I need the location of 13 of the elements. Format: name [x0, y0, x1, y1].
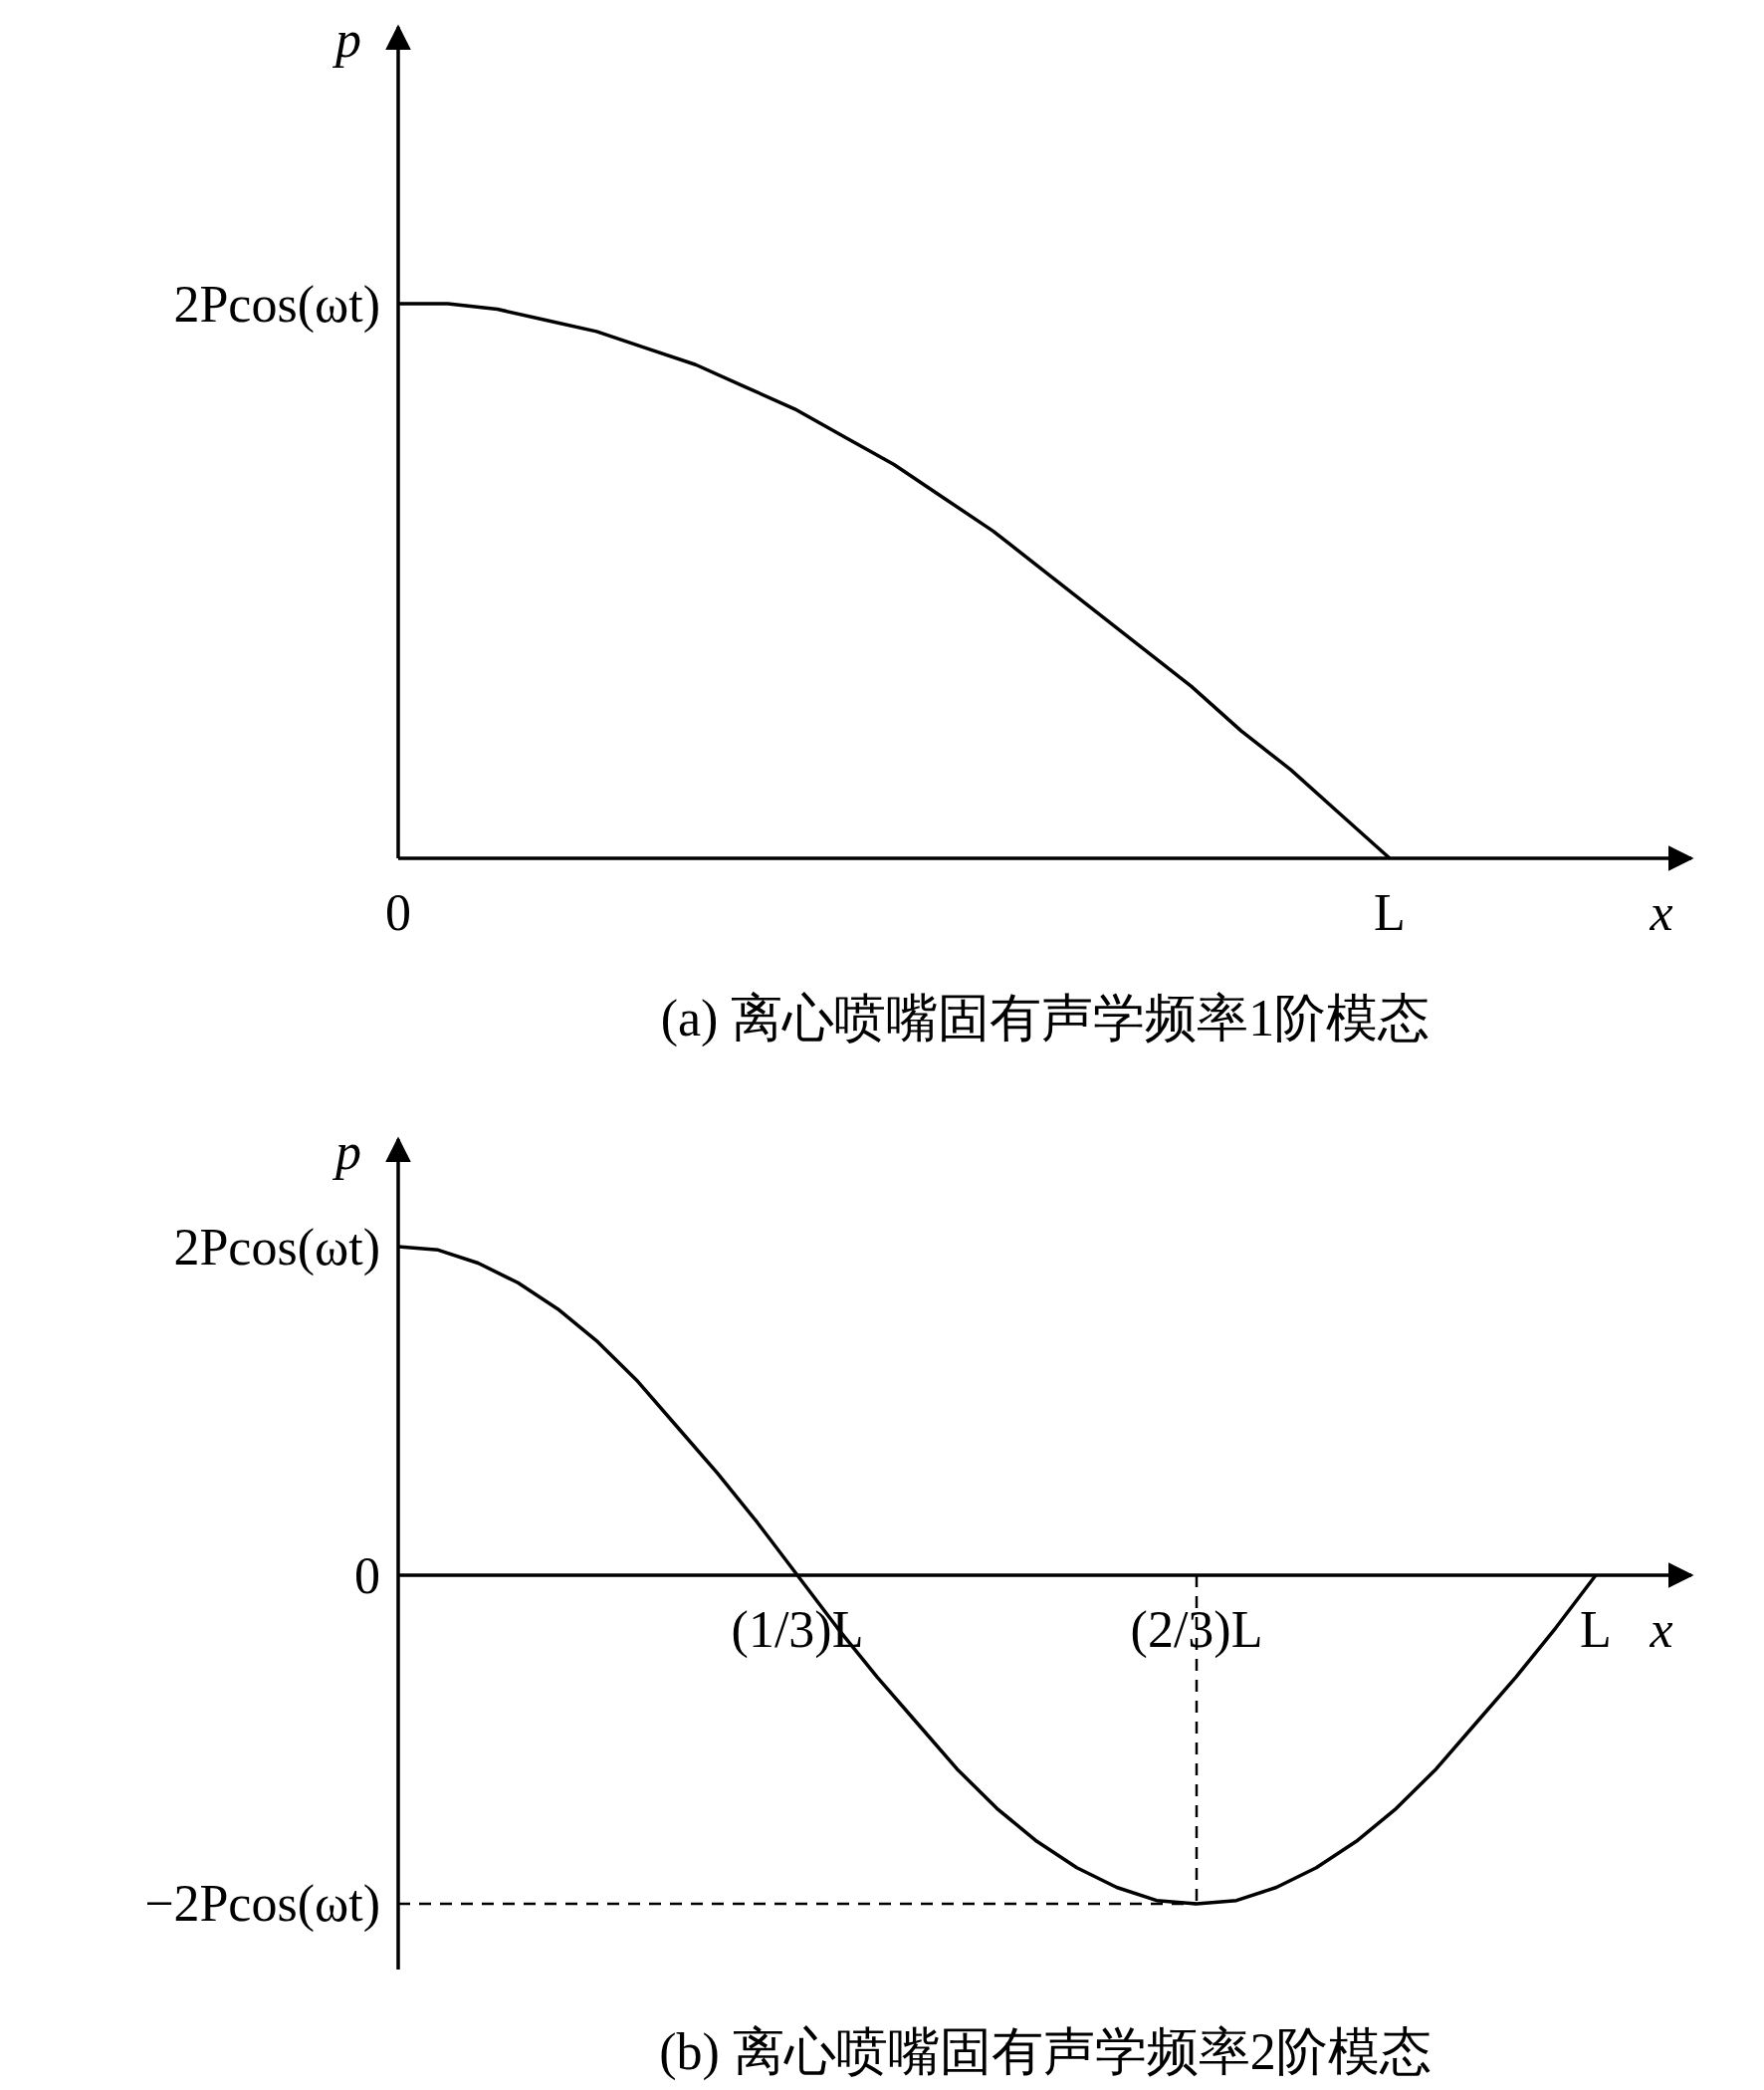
- annotation: −2Pcos(ωt): [144, 1875, 380, 1934]
- x-axis-title: x: [1649, 884, 1673, 941]
- y-axis-title: p: [331, 1123, 361, 1180]
- text: (b) 离心喷嘴固有声学频率2阶模态: [659, 2023, 1432, 2081]
- annotation: 2Pcos(ωt): [173, 1219, 380, 1277]
- text: (a) 离心喷嘴固有声学频率1阶模态: [660, 990, 1431, 1047]
- x-tick-label: L: [1580, 1601, 1612, 1658]
- y-axis-title: p: [331, 11, 361, 68]
- x-tick-label: L: [1374, 884, 1406, 941]
- annotation: 2Pcos(ωt): [173, 276, 380, 335]
- x-tick-label: (2/3)L: [1130, 1601, 1263, 1659]
- x-axis-title: x: [1649, 1601, 1673, 1658]
- annotation: 0: [354, 1547, 380, 1605]
